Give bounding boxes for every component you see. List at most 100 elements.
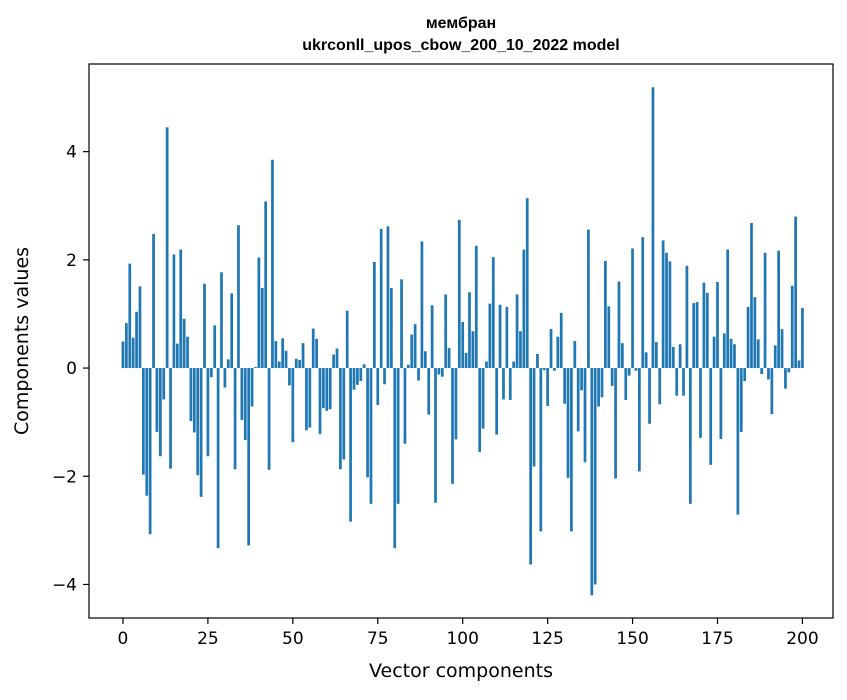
bar (366, 368, 369, 478)
bar (722, 333, 726, 369)
bar (179, 249, 183, 369)
bar (254, 366, 257, 369)
bar (648, 368, 651, 424)
bar (654, 342, 658, 369)
bar (553, 368, 556, 371)
bar (349, 368, 352, 522)
bar (430, 305, 434, 369)
bar (675, 368, 679, 396)
bar (328, 368, 332, 410)
bar (138, 286, 142, 369)
bar (699, 368, 702, 438)
bar (498, 304, 502, 369)
bar (780, 329, 784, 369)
bar (420, 241, 424, 369)
bar (305, 368, 308, 431)
bar (206, 368, 210, 457)
x-axis-label: Vector components (369, 660, 553, 682)
bar (787, 368, 791, 373)
bar (277, 361, 281, 369)
bar (668, 261, 672, 369)
x-tick-label: 50 (282, 629, 304, 649)
x-tick-label: 125 (531, 629, 563, 649)
bar (682, 368, 685, 396)
bar (403, 368, 407, 444)
bar (627, 368, 631, 376)
bar (189, 368, 193, 422)
bar (158, 368, 162, 457)
bar (739, 368, 743, 432)
bar (515, 294, 519, 369)
bar (271, 159, 274, 369)
bar (152, 233, 155, 369)
bar (661, 240, 665, 369)
bar (468, 292, 471, 369)
bar (247, 368, 251, 546)
bar (702, 282, 706, 369)
bar (223, 368, 227, 388)
y-axis-label: Components values (11, 247, 33, 435)
bar (797, 360, 801, 369)
bar (145, 368, 149, 496)
bar (685, 265, 689, 369)
bar (678, 344, 682, 369)
bar (729, 338, 733, 369)
plot-frame (88, 63, 834, 619)
bar (213, 325, 217, 369)
bar (362, 364, 366, 369)
chart-title-line-2: ukrconll_upos_cbow_200_10_2022 model (302, 37, 619, 54)
bar (162, 368, 166, 400)
bar-series (121, 87, 804, 596)
bar (281, 338, 284, 369)
y-tick-label: 4 (66, 143, 77, 163)
bar (559, 312, 563, 369)
bar (267, 368, 271, 470)
bar (695, 302, 699, 369)
bar (386, 226, 390, 369)
bar (155, 368, 159, 432)
bar (417, 368, 420, 381)
bar (451, 368, 454, 484)
bar (590, 368, 594, 596)
bar (461, 322, 465, 369)
bar (237, 225, 240, 369)
bar (216, 368, 220, 549)
bar (705, 292, 709, 369)
bar (260, 287, 264, 369)
bar (505, 306, 509, 369)
bar (199, 368, 203, 497)
bar (726, 249, 730, 369)
bar (434, 368, 437, 503)
bar (291, 368, 295, 443)
bar (186, 336, 189, 369)
bar (240, 368, 244, 420)
bar (396, 368, 400, 504)
bar (580, 368, 583, 391)
bar (495, 368, 499, 435)
bar (128, 263, 132, 369)
bar (169, 368, 172, 469)
bar (481, 368, 485, 429)
bar (519, 331, 522, 369)
bar (284, 350, 288, 369)
bar (250, 368, 254, 407)
bar (671, 346, 675, 369)
bar (777, 250, 780, 369)
bar (576, 368, 580, 432)
bar (522, 249, 526, 369)
bar (335, 348, 339, 369)
x-tick-label: 25 (197, 629, 219, 649)
bar (478, 368, 482, 452)
bar (400, 279, 403, 369)
bar (600, 368, 604, 398)
bar (746, 306, 750, 369)
bar (209, 368, 213, 378)
bar (770, 368, 774, 415)
bar (549, 329, 553, 369)
bar (587, 229, 590, 369)
bar (508, 368, 512, 400)
bar (631, 248, 634, 369)
bar (644, 352, 648, 369)
bar (763, 252, 767, 369)
bar (566, 368, 570, 478)
